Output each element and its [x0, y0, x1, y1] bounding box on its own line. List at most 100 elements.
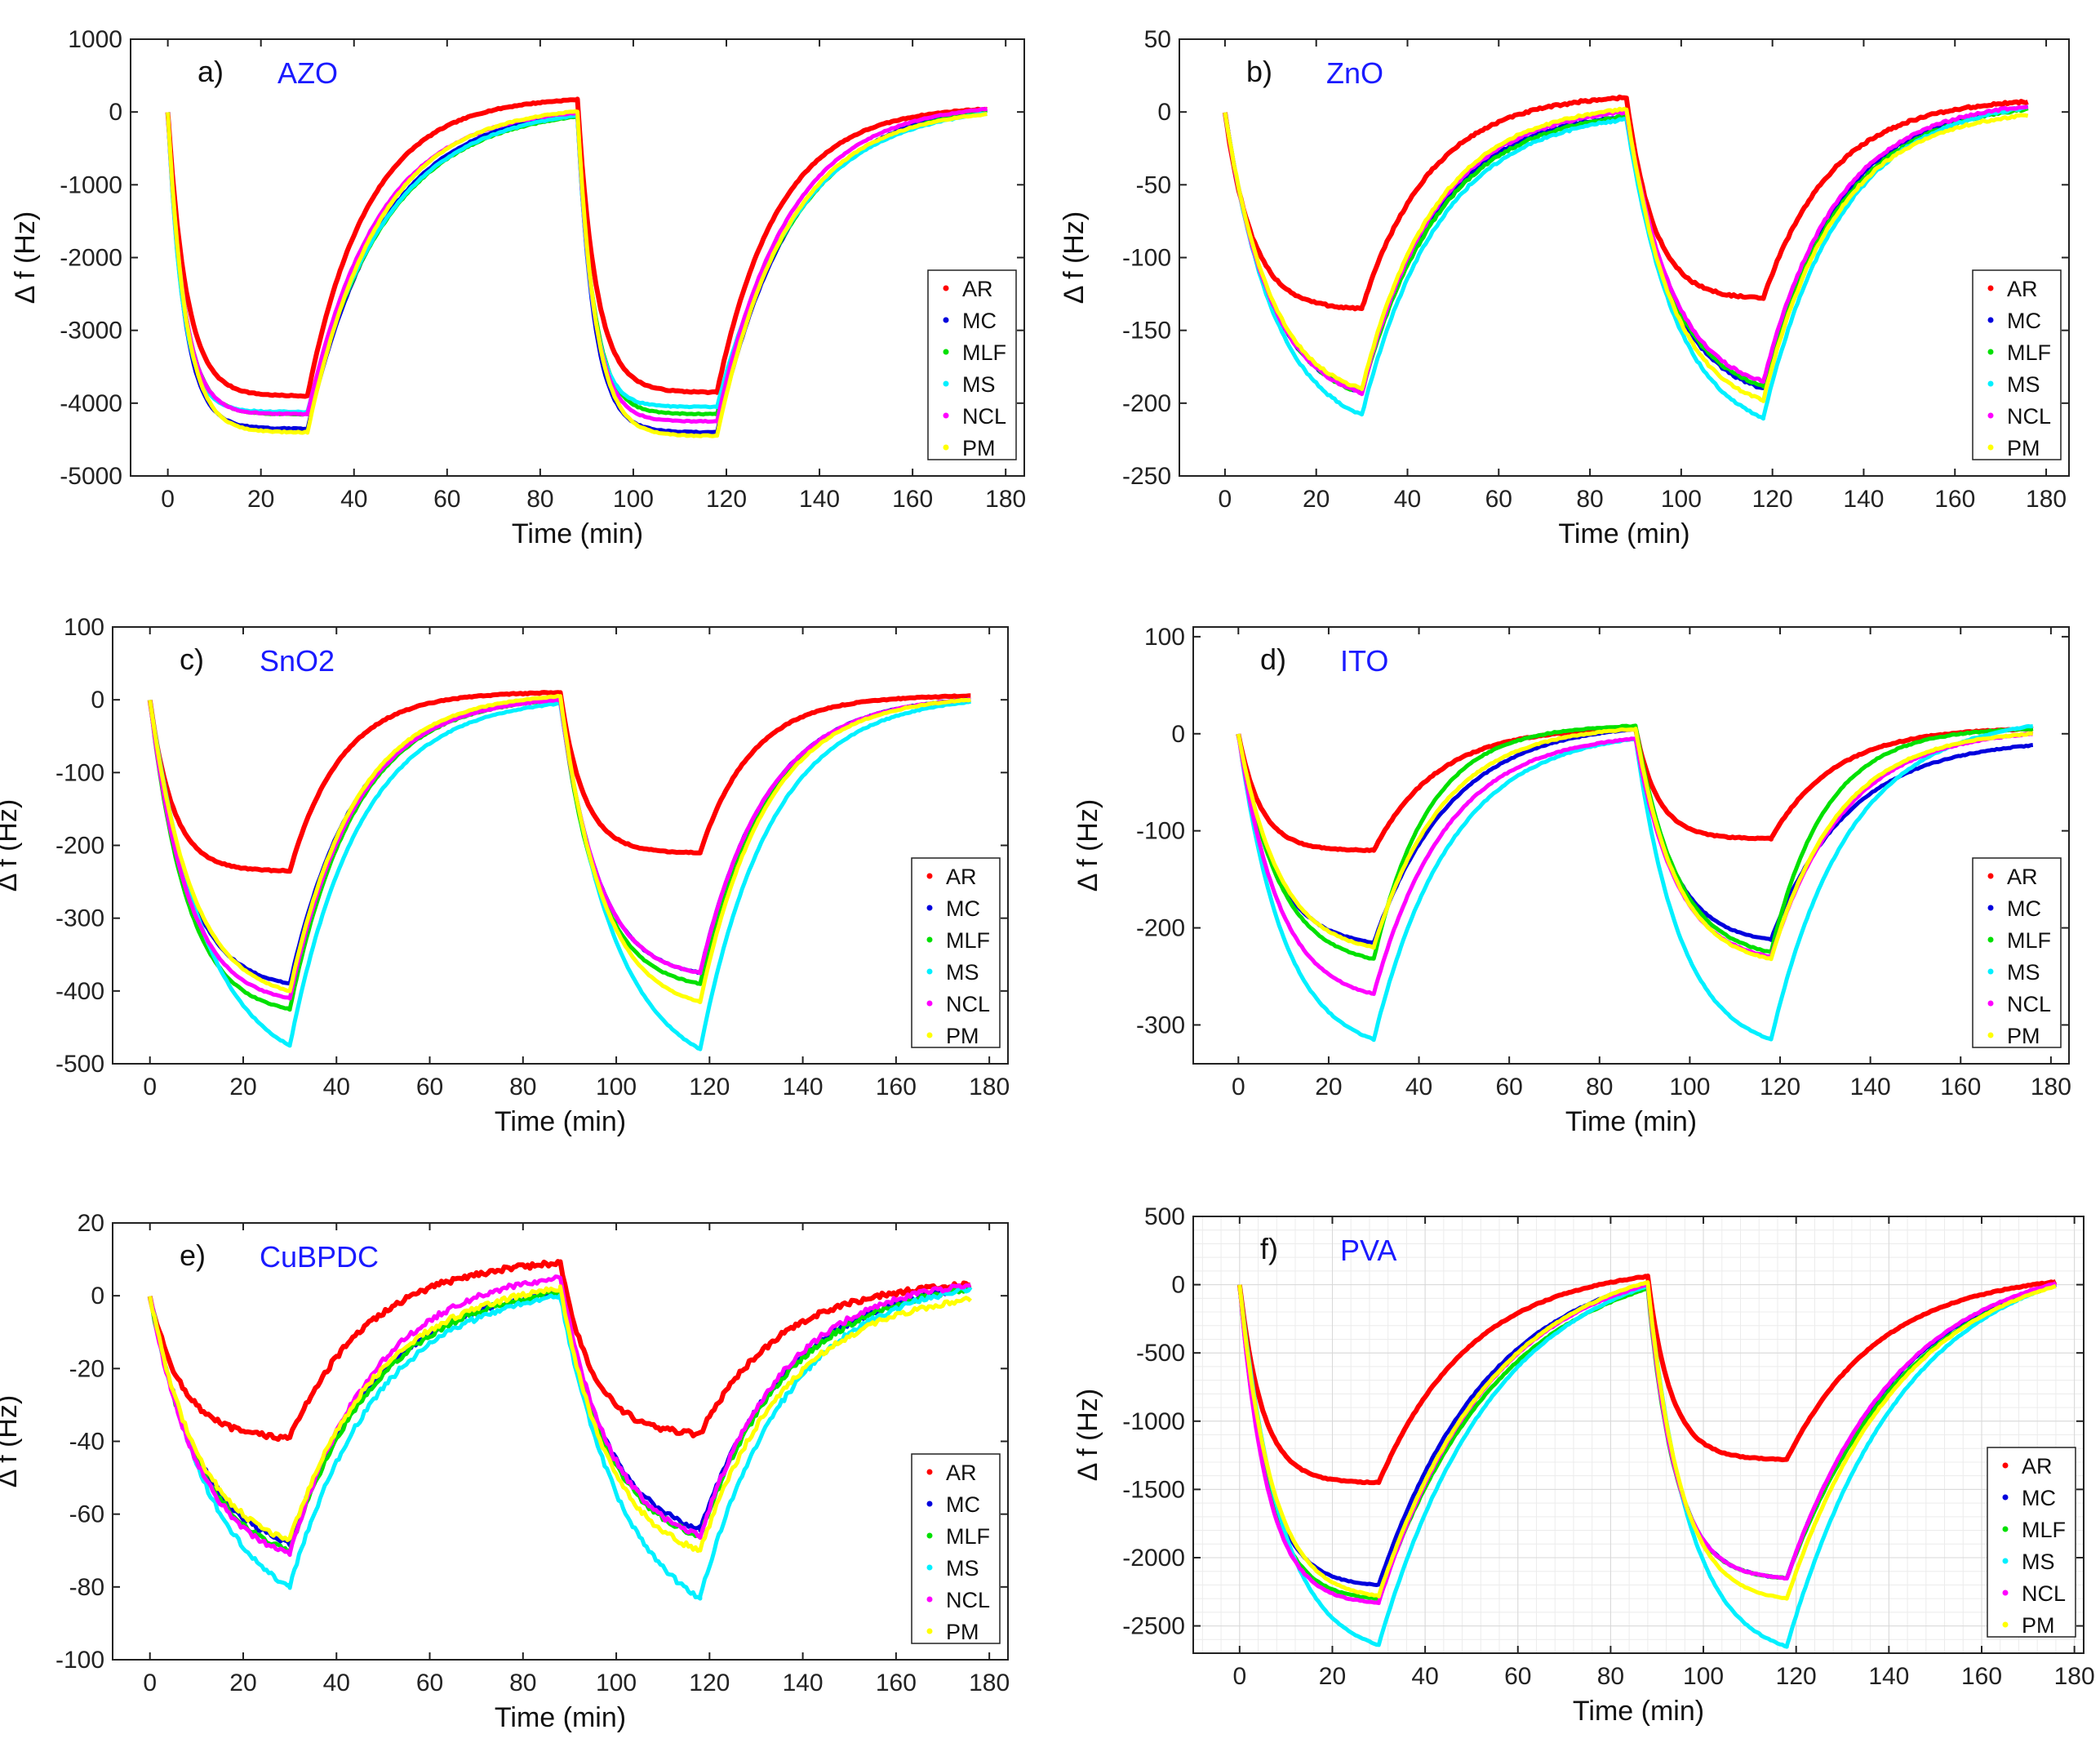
y-tick-label: -300 — [1136, 1012, 1185, 1038]
chart-panel-ito: 0 20 40 60 80 100 120 140 160 180 100 0 -100 -200 -300… — [1072, 624, 2071, 1137]
legend-marker-pm — [1987, 444, 1994, 451]
legend-marker-mc — [926, 1501, 933, 1507]
legend-box — [911, 1453, 1001, 1644]
x-tick-label: 80 — [509, 1074, 536, 1100]
legend-label-mlf: MLF — [2022, 1518, 2066, 1542]
plot-frame — [1192, 1216, 2084, 1654]
x-tick-label: 160 — [876, 1074, 917, 1100]
panel-material-label: PVA — [1340, 1234, 1396, 1267]
x-tick-label: 80 — [1597, 1663, 1624, 1690]
legend-marker-pm — [926, 1628, 933, 1634]
legend-label-mc: MC — [2007, 309, 2041, 333]
panel-letter: c) — [180, 643, 204, 676]
x-tick-label: 40 — [1411, 1663, 1438, 1690]
legend: AR MC MLF MS NCL PM — [927, 269, 1017, 460]
legend-label-mlf: MLF — [2007, 340, 2051, 365]
y-tick-label: 0 — [1157, 99, 1171, 126]
legend-marker-mc — [1987, 905, 1994, 911]
legend-label-pm: PM — [946, 1620, 979, 1644]
series-line-ar — [147, 1259, 972, 1443]
x-tick-label: 0 — [161, 486, 175, 513]
legend-marker-ms — [1987, 968, 1994, 975]
legend-label-ms: MS — [2022, 1550, 2055, 1574]
plot-frame — [1179, 38, 2070, 477]
legend-marker-ar — [926, 1469, 933, 1475]
series-line-mlf — [148, 1283, 972, 1555]
x-tick-label: 180 — [2031, 1074, 2071, 1100]
y-tick-label: 100 — [1144, 624, 1185, 651]
y-axis-title: Δ f (Hz) — [0, 1395, 23, 1487]
legend: AR MC MLF MS NCL PM — [911, 857, 1001, 1048]
chart-panel-azo: 0 20 40 60 80 100 120 140 160 180 1000 0 -1000 -2000 -… — [10, 26, 1026, 549]
x-tick-label: 180 — [969, 1074, 1010, 1100]
series-line-ms — [148, 699, 971, 1052]
legend-label-ncl: NCL — [962, 404, 1006, 429]
x-tick-label: 140 — [783, 1074, 824, 1100]
y-axis-title: Δ f (Hz) — [0, 799, 23, 892]
panel-letter: d) — [1260, 643, 1286, 676]
series-line-ar — [1222, 94, 2029, 312]
legend-label-pm: PM — [2007, 1024, 2040, 1048]
legend-label-ms: MS — [962, 372, 996, 397]
x-tick-label: 160 — [1934, 486, 1975, 513]
y-tick-label: -1000 — [60, 171, 122, 198]
legend-label-pm: PM — [946, 1024, 979, 1048]
panel-material-label: ZnO — [1326, 56, 1383, 90]
x-tick-label: 20 — [1315, 1074, 1342, 1100]
chart-panel-cubpdc: 0 20 40 60 80 100 120 140 160 180200-20-40-60-80-… — [0, 1210, 1010, 1733]
y-tick-label: -3000 — [60, 318, 122, 345]
x-tick-label: 40 — [340, 486, 367, 513]
x-tick-label: 60 — [416, 1670, 443, 1696]
legend: AR MC MLF MS NCL PM — [1972, 857, 2062, 1048]
x-tick-label: 40 — [1394, 486, 1421, 513]
legend-label-ncl: NCL — [2007, 404, 2051, 429]
y-tick-label: 0 — [109, 99, 122, 126]
legend-label-ncl: NCL — [2022, 1581, 2066, 1606]
legend-box — [927, 269, 1017, 460]
legend-marker-pm — [2002, 1621, 2009, 1628]
series-line-pm — [148, 1284, 973, 1554]
y-tick-label: -50 — [1136, 171, 1171, 198]
legend-marker-mc — [926, 905, 933, 911]
legend: AR MC MLF MS NCL PM — [1972, 269, 2062, 460]
y-tick-label: -100 — [55, 759, 104, 786]
series-line-ar — [147, 690, 971, 874]
series-line-mc — [148, 697, 971, 986]
y-tick-label: -200 — [1122, 390, 1171, 417]
legend-marker-mlf — [943, 349, 949, 355]
x-tick-label: 20 — [229, 1670, 256, 1696]
legend-marker-ms — [1987, 380, 1994, 387]
x-tick-label: 100 — [613, 486, 654, 513]
chart-panel-sno2: 0 20 40 60 80 100 120 140 160 180 100 0 -100 -200 -300… — [0, 614, 1010, 1137]
y-tick-label: 0 — [91, 1283, 104, 1309]
y-tick-label: 0 — [1171, 1272, 1185, 1299]
legend-label-pm: PM — [2007, 436, 2040, 460]
y-tick-label: -40 — [69, 1429, 104, 1456]
x-tick-label: 80 — [509, 1670, 536, 1696]
y-axis-title: Δ f (Hz) — [1072, 799, 1103, 892]
y-tick-label: -250 — [1122, 463, 1171, 490]
series-line-ar — [165, 96, 988, 399]
y-tick-label: 0 — [91, 687, 104, 714]
legend-marker-ms — [926, 968, 933, 975]
legend-marker-mlf — [926, 1532, 933, 1539]
legend-box — [911, 857, 1001, 1048]
x-tick-label: 120 — [1776, 1663, 1817, 1690]
y-tick-label: 100 — [64, 614, 104, 641]
panel-material-label: AZO — [277, 56, 338, 90]
x-tick-label: 20 — [229, 1074, 256, 1100]
legend-marker-ncl — [1987, 1000, 1994, 1007]
x-tick-label: 160 — [892, 486, 933, 513]
x-tick-label: 60 — [433, 486, 460, 513]
x-tick-label: 140 — [1850, 1074, 1891, 1100]
y-tick-label: -150 — [1122, 318, 1171, 345]
panel-material-label: ITO — [1340, 644, 1388, 678]
legend-marker-ar — [926, 873, 933, 879]
x-tick-label: 0 — [143, 1670, 157, 1696]
x-tick-label: 140 — [1843, 486, 1884, 513]
x-axis-title: Time (min) — [495, 1106, 626, 1137]
legend-marker-ms — [926, 1564, 933, 1571]
x-tick-label: 20 — [1319, 1663, 1346, 1690]
x-tick-label: 80 — [526, 486, 553, 513]
legend-label-ar: AR — [2022, 1454, 2053, 1478]
